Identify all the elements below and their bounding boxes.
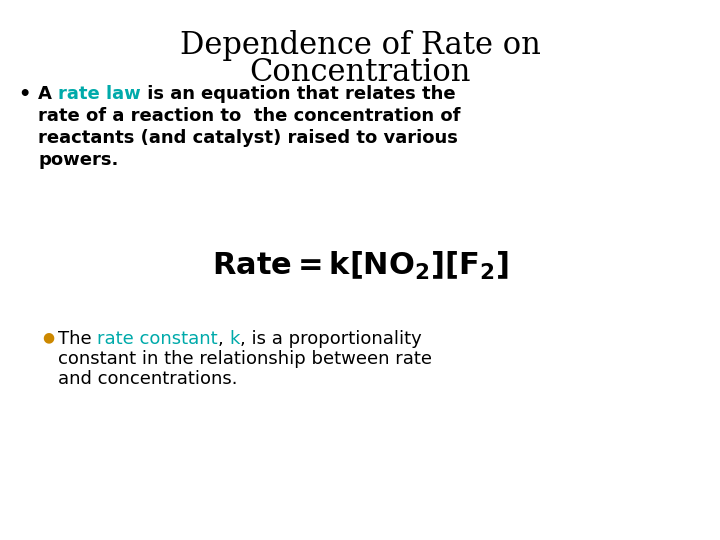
Text: k: k: [230, 330, 240, 348]
Text: ,: ,: [218, 330, 230, 348]
Text: A: A: [38, 85, 58, 103]
Text: rate law: rate law: [58, 85, 141, 103]
Text: and concentrations.: and concentrations.: [58, 370, 238, 388]
Text: , is a proportionality: , is a proportionality: [240, 330, 422, 348]
Text: constant in the relationship between rate: constant in the relationship between rat…: [58, 350, 432, 368]
Text: rate of a reaction to  the concentration of: rate of a reaction to the concentration …: [38, 107, 461, 125]
Text: equation that relates the: equation that relates the: [201, 85, 456, 103]
Text: Concentration: Concentration: [249, 57, 471, 88]
Text: powers.: powers.: [38, 151, 118, 169]
Text: The: The: [58, 330, 97, 348]
Text: ●: ●: [42, 330, 54, 344]
Text: reactants (and catalyst) raised to various: reactants (and catalyst) raised to vario…: [38, 129, 458, 147]
Text: $\mathbf{Rate = k[NO_2][F_2]}$: $\mathbf{Rate = k[NO_2][F_2]}$: [212, 250, 508, 282]
Text: •: •: [18, 85, 30, 104]
Text: Dependence of Rate on: Dependence of Rate on: [179, 30, 541, 61]
Text: rate constant: rate constant: [97, 330, 218, 348]
Text: is an: is an: [141, 85, 201, 103]
